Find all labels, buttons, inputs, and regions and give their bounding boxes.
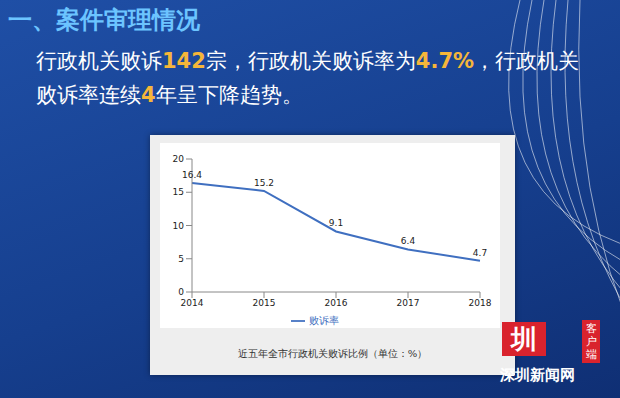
svg-text:2016: 2016	[325, 298, 348, 308]
svg-text:4.7: 4.7	[473, 248, 487, 258]
svg-text:16.4: 16.4	[182, 170, 202, 180]
html-text:圳: 圳	[511, 324, 537, 354]
html-text:行政机关败诉142宗，行政机关败诉率为4.7%，行政机关败诉: 行政机关败诉142宗，行政机关败诉率为4.7%，行政机关败诉率连续4年呈下降趋势…	[36, 49, 580, 107]
html-text:一、案件审理情况: 一、案件审理情况	[8, 6, 200, 34]
html-text:客户端: 客户端	[585, 322, 597, 361]
svg-text:20: 20	[173, 154, 185, 164]
svg-text:2015: 2015	[253, 298, 276, 308]
html-text:近五年全市行政机关败诉比例（单位：%）: 近五年全市行政机关败诉比例（单位：%）	[237, 348, 428, 359]
svg-text:2017: 2017	[397, 298, 420, 308]
svg-text:10: 10	[173, 221, 185, 231]
svg-text:9.1: 9.1	[329, 218, 343, 228]
svg-text:5: 5	[178, 254, 184, 264]
svg-text:6.4: 6.4	[401, 236, 416, 246]
svg-text:15.2: 15.2	[254, 178, 274, 188]
svg-text:0: 0	[178, 287, 184, 297]
html-text:败诉率: 败诉率	[309, 315, 339, 326]
html-text:深圳新闻网: 深圳新闻网	[500, 366, 575, 384]
svg-text:15: 15	[173, 187, 184, 197]
svg-text:2014: 2014	[181, 298, 204, 308]
svg-text:2018: 2018	[469, 298, 492, 308]
